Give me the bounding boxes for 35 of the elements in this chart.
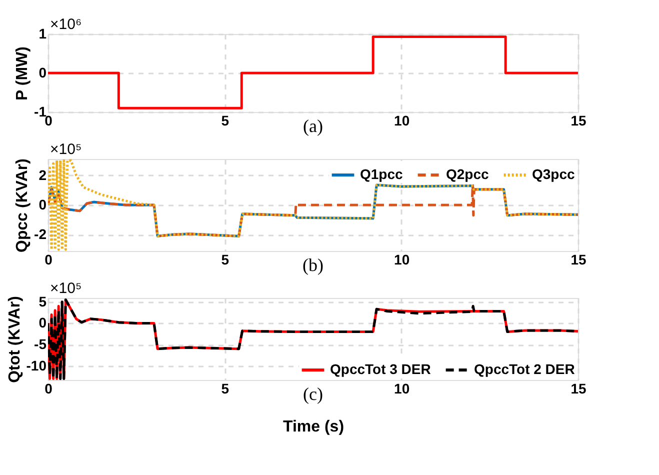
y-tick-label: 0 xyxy=(38,64,47,80)
text: (a) xyxy=(303,116,323,136)
y-tick-label: -2 xyxy=(34,226,47,242)
x-tick-label: 10 xyxy=(394,252,410,268)
y-tick-label: 1 xyxy=(38,26,47,42)
text: (c) xyxy=(303,384,323,404)
x-tick-label: 10 xyxy=(394,112,410,128)
y-tick-label: -5 xyxy=(34,336,47,352)
legend-label: Q1pcc xyxy=(360,166,404,182)
line-series xyxy=(48,298,578,380)
x-tick-label: 10 xyxy=(394,380,410,396)
x-axis-title: Time (s) xyxy=(282,418,344,436)
legend-label: Q3pcc xyxy=(532,166,576,182)
x-tick-label: 5 xyxy=(221,380,230,396)
x-tick-label: 15 xyxy=(570,252,586,268)
x-tick-label: 5 xyxy=(221,112,230,128)
y-axis-title: Qtot (KVAr) xyxy=(6,296,24,383)
legend-label: Q2pcc xyxy=(446,166,490,182)
y-tick-label: 0 xyxy=(38,314,47,331)
text: (b) xyxy=(302,255,324,275)
legend-label: QpccTot 3 DER xyxy=(330,361,431,377)
x-tick-label: 5 xyxy=(221,252,230,268)
y-tick-label: 5 xyxy=(38,293,47,310)
y-tick-label: 0 xyxy=(38,196,47,212)
line-series xyxy=(48,159,578,251)
y-tick-label: 2 xyxy=(38,166,47,183)
text: ×10⁵ xyxy=(50,141,82,158)
text: ×10⁵ xyxy=(50,280,82,297)
y-tick-label: -10 xyxy=(26,357,47,374)
x-tick-label: 15 xyxy=(570,112,586,128)
x-tick-label: 15 xyxy=(570,380,586,396)
text: ×10⁶ xyxy=(50,16,82,33)
legend-label: QpccTot 2 DER xyxy=(474,361,575,377)
y-axis-title: Qpcc (KVAr) xyxy=(14,158,32,252)
y-axis-title: P (MW) xyxy=(14,46,32,100)
